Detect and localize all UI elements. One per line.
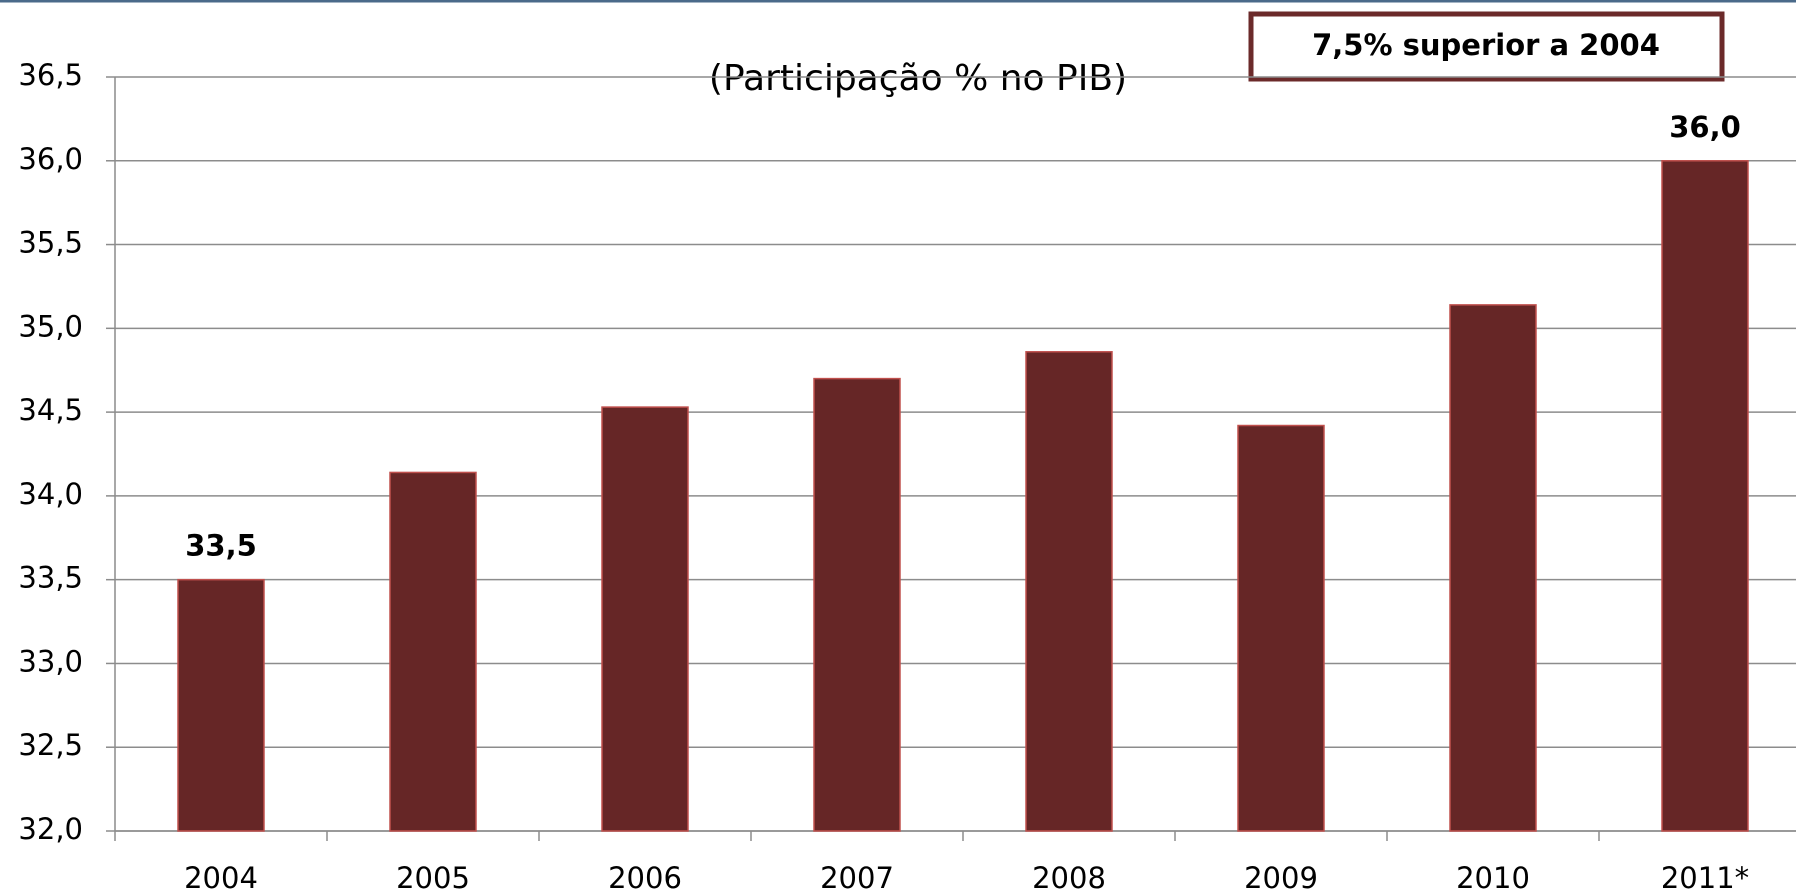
x-tick-label: 2010 [1456,861,1530,895]
y-tick-label: 32,5 [18,728,83,762]
bar [601,406,689,832]
annotation: 7,5% superior a 2004 [1312,28,1660,62]
bar [1025,351,1113,832]
y-tick-label: 32,0 [18,812,83,846]
y-tick-label: 34,5 [18,393,83,427]
bar [813,377,901,832]
bar [177,578,265,832]
annotation-box [1248,11,1725,82]
y-tick-label: 33,0 [18,644,83,678]
x-tick-label: 2005 [396,861,470,895]
bar [1237,424,1325,832]
x-tick-label: 2006 [608,861,682,895]
data-label: 33,5 [185,529,257,563]
y-tick-label: 34,0 [18,477,83,511]
y-tick-label: 36,0 [18,142,83,176]
y-tick-label: 35,0 [18,309,83,343]
chart-title: (Participação % no PIB) [709,58,1127,99]
bar [1449,304,1537,832]
x-tick-label: 2007 [820,861,894,895]
bar [389,471,477,832]
x-tick-label: 2008 [1032,861,1106,895]
y-tick-label: 35,5 [18,226,83,260]
x-tick-label: 2011* [1661,861,1749,895]
y-tick-label: 36,5 [18,58,83,92]
bar [1661,160,1749,832]
y-tick-label: 33,5 [18,561,83,595]
x-tick-label: 2004 [184,861,258,895]
data-label: 36,0 [1669,110,1741,144]
x-tick-label: 2009 [1244,861,1318,895]
